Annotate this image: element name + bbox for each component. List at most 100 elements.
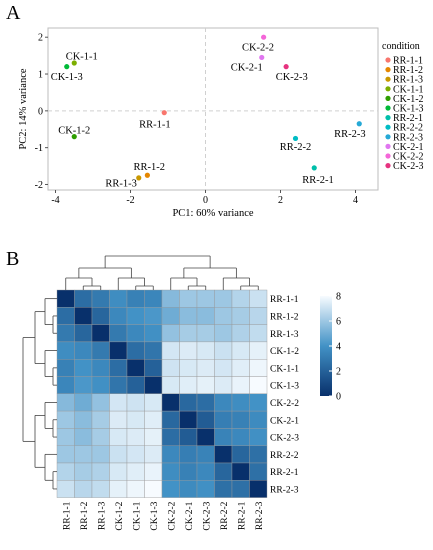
heatmap-cell [109, 376, 128, 394]
heatmap-cell [91, 358, 110, 377]
heatmap-cell [126, 428, 145, 446]
point-rr-2-2 [292, 135, 299, 142]
heatmap-cell [161, 358, 180, 377]
heatmap-cell [56, 376, 75, 394]
point-label-ck-2-3: CK-2-3 [276, 72, 308, 83]
point-rr-2-3 [356, 121, 362, 127]
x-tick-label: 4 [353, 195, 358, 206]
heatmap-cell [91, 289, 110, 308]
heatmap-cell [214, 462, 233, 481]
heatmap-cell [126, 307, 145, 325]
legend-label-ck-1-1: CK-1-1 [393, 84, 424, 95]
heatmap-cell [74, 480, 93, 498]
column-label-ck-1-3: CK-1-3 [150, 501, 160, 530]
legend-label-ck-1-3: CK-1-3 [393, 104, 424, 115]
heatmap-cell [126, 358, 145, 377]
y-tick-label: -1 [35, 143, 43, 154]
point-ck-2-1 [259, 54, 265, 61]
heatmap-cell [74, 410, 93, 429]
colorbar-tick-label: 0 [336, 392, 341, 403]
x-tick-label: -2 [126, 195, 134, 206]
pca-scatter-chart: -4 -2 0 2 4 -2 -1 0 1 2 PC1: 60% variance PC2: 14% … [18, 27, 424, 219]
heatmap-cell [196, 324, 215, 343]
heatmap-cell [161, 324, 180, 343]
heatmap-cell [161, 341, 180, 360]
point-ck-1-3 [64, 64, 70, 70]
heatmap-cell [74, 289, 93, 308]
point-label-ck-2-2: CK-2-2 [242, 42, 274, 53]
heatmap-cell [144, 358, 163, 377]
panel-a-letter: A [6, 2, 21, 24]
legend-label-rr-1-2: RR-1-2 [393, 65, 423, 76]
heatmap-cell [196, 376, 215, 394]
heatmap-cell [91, 445, 110, 464]
point-ck-2-3 [283, 64, 289, 70]
heatmap-cell [161, 307, 180, 325]
heatmap-cell [196, 410, 215, 429]
colorbar-tick-label: 6 [336, 317, 341, 328]
heatmap-cell [109, 445, 128, 464]
heatmap-cell [179, 358, 198, 377]
panel-b-letter: B [6, 248, 20, 270]
heatmap-cell [179, 462, 198, 481]
column-label-rr-1-1: RR-1-1 [62, 501, 72, 530]
heatmap-cell [56, 410, 75, 429]
heatmap-cell [144, 480, 163, 498]
column-label-rr-2-2: RR-2-2 [220, 501, 230, 530]
heatmap-cell [249, 462, 268, 481]
heatmap-cell [144, 462, 163, 481]
heatmap-cell [231, 324, 250, 343]
heatmap-cell [56, 289, 75, 308]
heatmap-cell [126, 480, 145, 498]
legend-swatch-rr-2-3 [385, 134, 391, 140]
heatmap-cell [144, 324, 163, 343]
heatmap-cell [231, 358, 250, 377]
legend-swatch-ck-2-3 [385, 163, 391, 169]
y-tick-label: 1 [38, 70, 43, 81]
heatmap-cell [161, 462, 180, 481]
point-ck-2-2 [261, 34, 267, 40]
point-rr-1-3 [136, 175, 142, 181]
legend-label-rr-1-3: RR-1-3 [393, 75, 423, 86]
point-label-ck-2-1: CK-2-1 [231, 63, 263, 74]
row-label-ck-2-1: CK-2-1 [270, 416, 299, 426]
point-label-rr-2-3: RR-2-3 [334, 129, 366, 140]
legend-label-rr-2-3: RR-2-3 [393, 132, 423, 143]
heatmap-cell [56, 341, 75, 360]
legend-swatch-rr-1-1 [385, 57, 391, 63]
colorbar-tick-label: 2 [336, 367, 341, 378]
heatmap-cell [91, 393, 110, 412]
row-label-rr-1-3: RR-1-3 [270, 330, 299, 340]
heatmap-cell [249, 480, 268, 498]
point-ck-1-1 [71, 60, 77, 66]
legend-swatch-ck-2-1 [385, 143, 391, 149]
heatmap-cell [196, 445, 215, 464]
row-label-rr-1-1: RR-1-1 [270, 295, 299, 305]
row-label-rr-1-2: RR-1-2 [270, 312, 299, 322]
heatmap-cell [109, 410, 128, 429]
heatmap-cell [214, 480, 233, 498]
y-axis-label: PC2: 14% variance [18, 68, 29, 149]
column-label-rr-1-2: RR-1-2 [80, 501, 90, 530]
heatmap-cell [91, 307, 110, 325]
column-label-ck-1-2: CK-1-2 [115, 501, 125, 530]
heatmap-cell [231, 341, 250, 360]
heatmap-cell [196, 428, 215, 446]
heatmap-cell [91, 428, 110, 446]
legend-label-ck-2-1: CK-2-1 [393, 142, 424, 153]
legend-label-ck-1-2: CK-1-2 [393, 94, 424, 105]
point-label-ck-1-3: CK-1-3 [51, 72, 83, 83]
heatmap-cell [231, 480, 250, 498]
heatmap-cell [249, 393, 268, 412]
heatmap-cell [91, 324, 110, 343]
heatmap-cell [179, 324, 198, 343]
column-label-rr-2-1: RR-2-1 [237, 501, 247, 530]
heatmap-cell [56, 324, 75, 343]
heatmap-cell [249, 358, 268, 377]
heatmap-cell [109, 480, 128, 498]
heatmap-cell [196, 358, 215, 377]
heatmap-cell [249, 376, 268, 394]
legend-swatch-rr-2-1 [385, 115, 391, 121]
row-label-ck-1-2: CK-1-2 [270, 347, 299, 357]
heatmap-cell [161, 376, 180, 394]
